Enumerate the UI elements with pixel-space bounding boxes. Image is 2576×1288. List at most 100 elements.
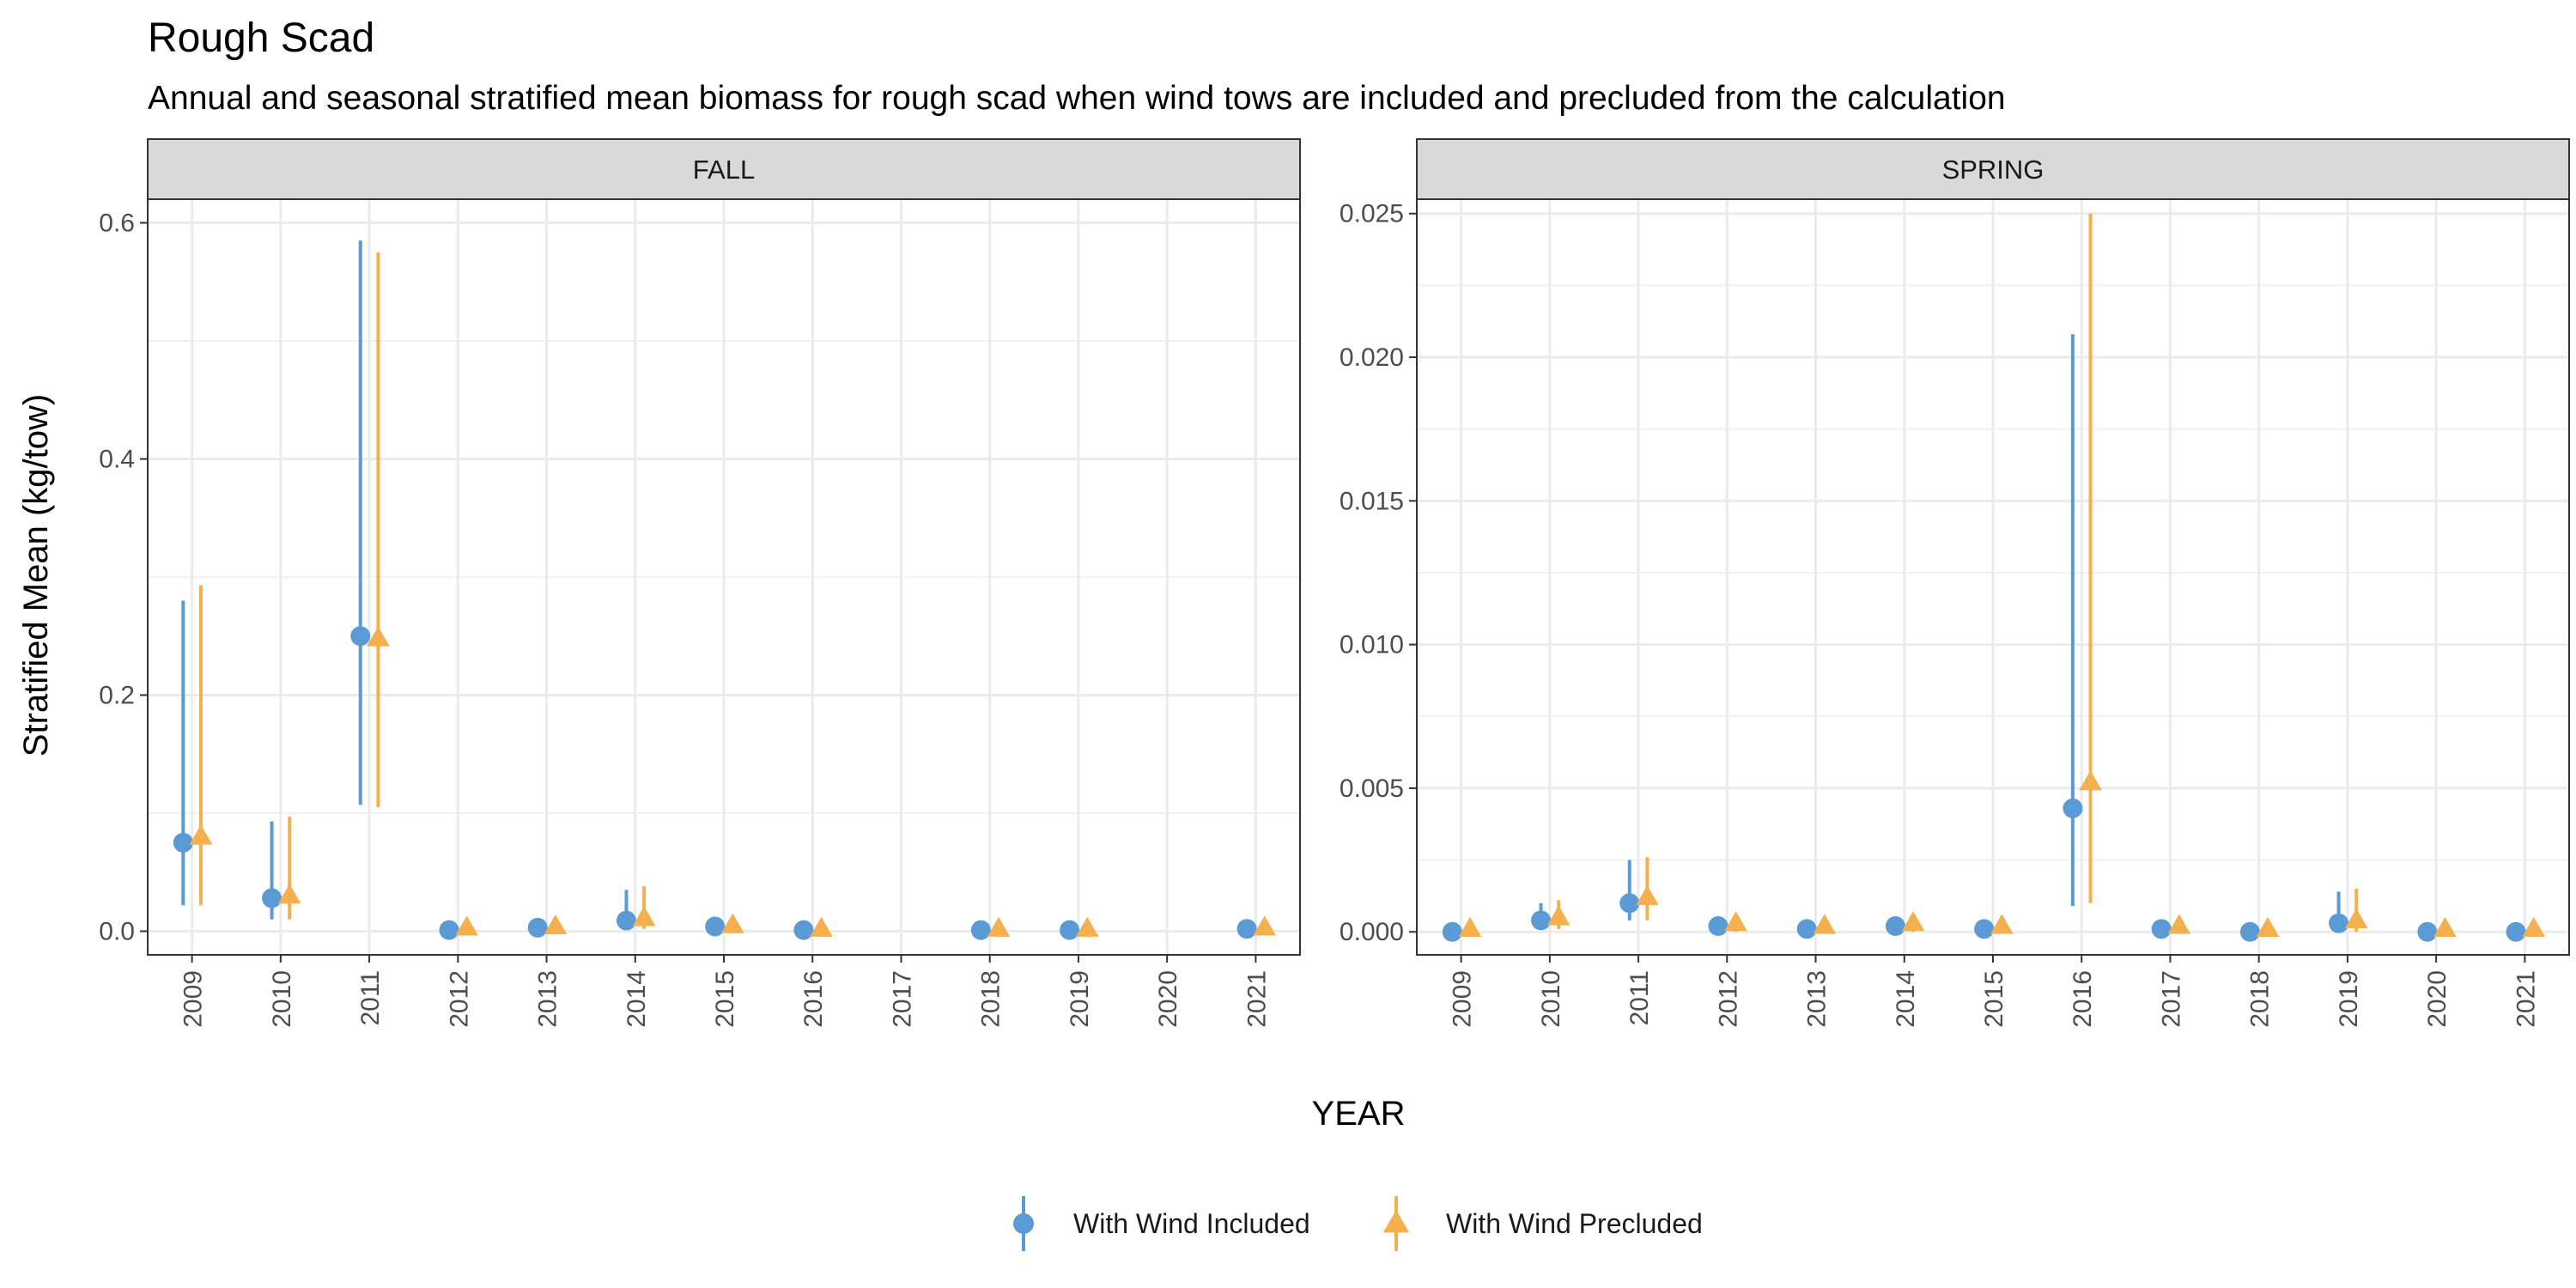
y-tick-label: 0.010	[1340, 631, 1404, 659]
legend-key-triangle	[1382, 1210, 1410, 1233]
panel-fall: FALL 0.0 0.2 0.4 0.6 2009 2010 2011 2012 2013 2014…	[99, 138, 1301, 1028]
facet-strip-label: SPRING	[1942, 155, 2044, 185]
x-tick-label: 2019	[1066, 970, 1094, 1028]
y-axis-title: Stratified Mean (kg/tow)	[17, 394, 55, 756]
y-tick-label: 0.005	[1340, 775, 1404, 803]
data-point-triangle	[2167, 914, 2191, 934]
x-tick-label: 2012	[445, 970, 473, 1028]
x-tick-label: 2019	[2335, 970, 2363, 1028]
legend-key-circle	[1013, 1213, 1034, 1234]
data-point-triangle	[1253, 915, 1277, 936]
data-point-circle	[2417, 921, 2438, 942]
panel-border	[147, 198, 1301, 956]
x-tick-label: 2014	[1892, 970, 1920, 1028]
x-tick-label: 2017	[888, 970, 916, 1028]
data-point-circle	[2063, 798, 2083, 818]
x-tick-label: 2018	[977, 970, 1005, 1028]
x-tick-label: 2011	[1625, 970, 1654, 1026]
data-point-circle	[527, 917, 548, 938]
facet-strip	[1416, 138, 2570, 200]
x-tick-label: 2009	[179, 970, 208, 1028]
data-point-circle	[2239, 921, 2260, 942]
data-point-circle	[1796, 919, 1817, 939]
panels: FALL 0.0 0.2 0.4 0.6 2009 2010 2011 2012 2013 2014…	[99, 138, 2570, 1028]
data-point-triangle	[2522, 916, 2546, 937]
y-tick-label: 0.025	[1340, 200, 1404, 228]
data-point-triangle	[2433, 916, 2457, 937]
data-point-circle	[705, 916, 726, 937]
x-tick-label: 2009	[1449, 970, 1477, 1028]
data-point-triangle	[277, 884, 301, 904]
data-point-circle	[350, 626, 371, 647]
y-tick-label: 0.6	[99, 210, 135, 238]
y-tick-label: 0.2	[99, 682, 135, 710]
series-wind-precluded	[1458, 213, 2546, 937]
x-tick-label: 2021	[2512, 970, 2540, 1028]
x-tick-label: 2016	[2069, 970, 2097, 1028]
data-point-triangle	[2079, 770, 2102, 791]
data-point-triangle	[810, 916, 833, 937]
y-tick-label: 0.0	[99, 918, 135, 946]
x-tick-label: 2017	[2157, 970, 2185, 1028]
data-point-circle	[2329, 913, 2349, 933]
data-point-circle	[970, 920, 991, 940]
panel-spring: SPRING 0.000 0.005 0.010 0.015 0.020 0.025 2009…	[1340, 138, 2570, 1028]
data-point-triangle	[367, 626, 390, 647]
series-wind-included	[173, 240, 1257, 940]
data-point-triangle	[2256, 916, 2280, 937]
x-tick-label: 2013	[1803, 970, 1832, 1028]
x-tick-label: 2013	[534, 970, 562, 1028]
data-point-circle	[1885, 916, 1905, 937]
facet-strip-label: FALL	[693, 155, 755, 185]
data-point-triangle	[1075, 916, 1099, 937]
data-point-circle	[1974, 919, 1995, 939]
data-point-circle	[2151, 919, 2172, 939]
chart-subtitle: Annual and seasonal stratified mean biom…	[148, 80, 2006, 117]
x-tick-label: 2015	[711, 970, 739, 1028]
chart-title: Rough Scad	[148, 15, 374, 61]
data-point-triangle	[1458, 916, 1482, 937]
data-point-circle	[1531, 910, 1552, 931]
data-point-triangle	[544, 914, 568, 935]
data-point-triangle	[455, 915, 478, 936]
panel-border	[1416, 198, 2570, 956]
data-point-circle	[1236, 919, 1257, 939]
data-point-circle	[616, 910, 636, 931]
x-axis-title: YEAR	[1312, 1095, 1406, 1133]
data-point-circle	[1060, 920, 1080, 940]
legend-label: With Wind Precluded	[1446, 1208, 1703, 1239]
y-tick-label: 0.000	[1340, 918, 1404, 946]
data-point-triangle	[2344, 908, 2368, 928]
facet-strip	[147, 138, 1301, 200]
legend-key	[1382, 1196, 1410, 1251]
x-tick-label: 2020	[2423, 970, 2451, 1028]
x-tick-label: 2012	[1714, 970, 1742, 1028]
x-tick-label: 2018	[2246, 970, 2275, 1028]
data-point-circle	[173, 832, 193, 853]
x-tick-label: 2010	[1537, 970, 1565, 1028]
y-tick-label: 0.4	[99, 446, 135, 474]
y-tick-label: 0.015	[1340, 487, 1404, 515]
x-tick-label: 2015	[1980, 970, 2008, 1028]
data-point-circle	[2506, 921, 2526, 942]
data-point-circle	[439, 920, 459, 940]
data-point-triangle	[987, 916, 1011, 937]
legend: With Wind Included With Wind Precluded	[1013, 1196, 1703, 1251]
data-point-circle	[1708, 916, 1728, 937]
data-point-triangle	[721, 913, 744, 933]
data-point-triangle	[1813, 914, 1837, 934]
series-wind-included	[1442, 334, 2526, 942]
data-point-triangle	[632, 906, 656, 927]
data-point-triangle	[1546, 905, 1571, 926]
x-tick-label: 2020	[1154, 970, 1182, 1028]
x-tick-label: 2016	[799, 970, 828, 1028]
x-tick-label: 2014	[623, 970, 651, 1028]
legend-label: With Wind Included	[1073, 1208, 1310, 1239]
data-point-circle	[1442, 921, 1462, 942]
data-point-triangle	[1724, 911, 1747, 932]
y-tick-label: 0.020	[1340, 343, 1404, 372]
data-point-circle	[1619, 893, 1640, 914]
series-wind-precluded	[189, 252, 1277, 937]
data-point-triangle	[189, 824, 213, 845]
